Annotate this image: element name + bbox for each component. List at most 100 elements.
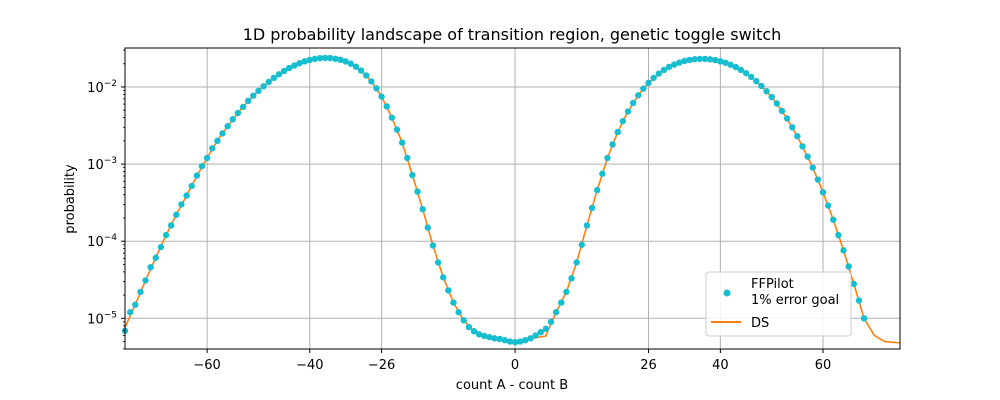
ffpilot-point [783, 115, 791, 122]
x-tick-label: −60 [193, 358, 220, 373]
ffpilot-point [640, 85, 647, 92]
ffpilot-point [532, 332, 539, 339]
ffpilot-point [558, 299, 565, 306]
ffpilot-point [773, 100, 781, 107]
ffpilot-point [470, 328, 478, 335]
ffpilot-point [332, 55, 339, 62]
ffpilot-point [830, 216, 837, 223]
ffpilot-point [244, 97, 252, 105]
ffpilot-point [517, 338, 524, 345]
ffpilot-point [850, 280, 858, 288]
ffpilot-point [619, 117, 627, 125]
ffpilot-point [614, 128, 621, 136]
ffpilot-point [778, 107, 786, 115]
x-axis-ticks: −60 −40 −26 0 26 40 60 [193, 349, 831, 373]
ffpilot-point [357, 67, 365, 74]
ffpilot-point [824, 202, 832, 209]
y-axis-label: probability [63, 164, 78, 234]
ffpilot-point [568, 275, 575, 282]
ffpilot-point [712, 56, 719, 64]
ffpilot-point [522, 337, 529, 344]
ffpilot-point [573, 259, 580, 266]
ffpilot-point [188, 182, 195, 190]
ffpilot-point [429, 242, 437, 249]
ffpilot-point [789, 124, 796, 131]
ffpilot-point [460, 317, 467, 324]
ffpilot-point [537, 329, 544, 336]
y-tick-label: 10−2 [87, 79, 117, 96]
ffpilot-point [496, 335, 503, 343]
ffpilot-point [193, 172, 201, 179]
ffpilot-point [224, 122, 231, 130]
ffpilot-point [167, 222, 175, 229]
ffpilot-point [768, 93, 775, 101]
ffpilot-point [481, 332, 488, 340]
ffpilot-point [398, 139, 406, 146]
y-tick-label: 10−5 [87, 310, 117, 327]
ffpilot-point [306, 56, 313, 64]
ffpilot-point [578, 241, 585, 248]
ffpilot-point [126, 309, 134, 316]
legend: FFPilot 1% error goal DS [705, 271, 852, 337]
ffpilot-point [173, 211, 180, 218]
ffpilot-point [378, 93, 385, 100]
axes-frame [124, 47, 901, 350]
ffpilot-point [681, 57, 688, 65]
ffpilot-point [629, 99, 637, 107]
ffpilot-point [147, 264, 154, 271]
ffpilot-point [547, 318, 555, 326]
ffpilot-point [383, 103, 390, 110]
ffpilot-point [542, 325, 550, 333]
ffpilot-point [819, 189, 827, 196]
legend-ffpilot-label-line2: 1% error goal [751, 293, 839, 308]
ffpilot-point [732, 63, 739, 71]
ffpilot-point [347, 60, 355, 67]
ffpilot-point [860, 315, 868, 322]
ffpilot-point [799, 143, 806, 150]
ffpilot-point [665, 63, 673, 71]
ffpilot-point [404, 154, 411, 162]
y-tick-label: 10−4 [87, 233, 117, 250]
ffpilot-point [840, 247, 847, 254]
ffpilot-point [363, 72, 370, 79]
ffpilot-point [152, 254, 159, 261]
ffpilot-point [352, 63, 360, 70]
ffpilot-point [198, 162, 206, 170]
ffpilot-point [706, 56, 714, 63]
ffpilot-point [255, 87, 262, 95]
ffpilot-point [301, 58, 308, 65]
ffpilot-point [440, 274, 447, 281]
ffpilot-point [717, 58, 724, 65]
ffpilot-point [511, 339, 519, 346]
ffpilot-point [265, 78, 272, 86]
ffpilot-point [635, 92, 642, 99]
x-tick-label: −40 [296, 358, 323, 373]
ffpilot-point [373, 85, 380, 92]
ffpilot-point [758, 82, 765, 90]
ffpilot-point [393, 126, 401, 133]
ffpilot-point [286, 64, 293, 72]
ffpilot-point [583, 222, 591, 229]
ffpilot-point [219, 130, 226, 137]
ffpilot-point [855, 297, 863, 304]
ffpilot-point [162, 231, 170, 239]
ffpilot-point [727, 61, 734, 68]
ffpilot-point [234, 109, 242, 117]
ffpilot-point [670, 61, 678, 68]
ffpilot-point [563, 288, 570, 296]
ffpilot-point [260, 83, 267, 90]
ffpilot-point [722, 59, 729, 66]
x-tick-label: 0 [511, 358, 519, 373]
ffpilot-point [388, 114, 396, 121]
ffpilot-point [368, 78, 375, 85]
ffpilot-point [445, 287, 452, 294]
ffpilot-point [280, 67, 288, 75]
ffpilot-point [604, 154, 611, 162]
ffpilot-point [132, 301, 139, 308]
chart-title: 1D probability landscape of transition r… [243, 25, 782, 44]
ffpilot-point [434, 259, 442, 266]
ffpilot-point [419, 205, 426, 213]
ffpilot-point [814, 176, 822, 183]
ffpilot-point [809, 164, 816, 171]
